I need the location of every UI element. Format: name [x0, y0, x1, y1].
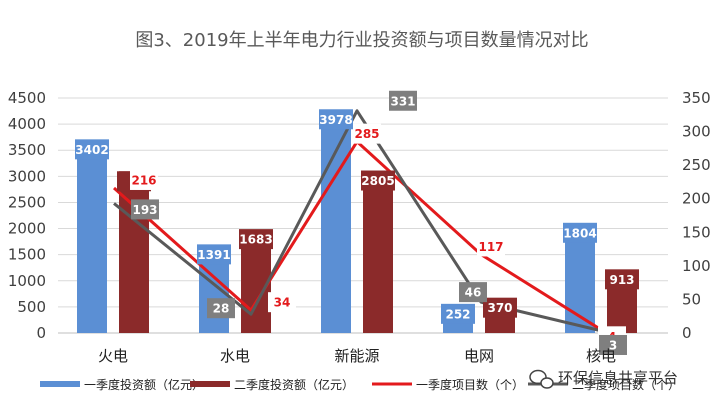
legend-swatch [40, 381, 80, 387]
left-tick-label: 0 [36, 324, 46, 342]
data-label-box [459, 282, 487, 303]
left-tick-label: 4000 [8, 115, 46, 133]
bar-q2-investment [485, 313, 515, 333]
left-tick-label: 500 [17, 298, 46, 316]
data-label: 28 [213, 302, 230, 316]
legend-label: 二季度投资额（亿元） [234, 377, 354, 392]
left-axis-ticks: 0 500 1000 1500 2000 2500 3000 3500 4000 4500 [8, 89, 46, 342]
data-label: 117 [478, 240, 503, 254]
left-tick-label: 3000 [8, 167, 46, 185]
data-label-box [477, 236, 505, 257]
lines [113, 109, 603, 333]
left-tick-label: 1500 [8, 246, 46, 264]
data-label: 913 [609, 273, 634, 287]
left-tick-label: 4500 [8, 89, 46, 107]
data-label: 34 [274, 296, 291, 310]
legend-label: 二季度项目数（个） [572, 377, 680, 392]
watermark: 环保信息共享平台 [529, 369, 678, 389]
data-label-box [319, 109, 353, 130]
data-label-box [207, 298, 235, 319]
data-label: 285 [354, 127, 379, 141]
legend-label: 一季度项目数（个） [416, 377, 524, 392]
data-label: 3402 [75, 143, 108, 157]
right-tick-label: 100 [682, 257, 711, 275]
bars [77, 125, 637, 333]
bar-q1-investment [77, 155, 107, 333]
data-label: 3978 [319, 113, 352, 127]
left-tick-label: 2000 [8, 220, 46, 238]
legend-swatch [190, 381, 230, 387]
category-label: 水电 [220, 347, 250, 365]
right-tick-label: 0 [682, 324, 692, 342]
category-label: 新能源 [334, 347, 379, 365]
category-label: 电网 [464, 347, 494, 365]
right-tick-label: 350 [682, 89, 711, 107]
data-label: 370 [487, 301, 512, 315]
left-tick-label: 1000 [8, 272, 46, 290]
category-labels: 火电 水电 新能源 电网 核电 [98, 347, 616, 365]
data-labels: 3402139139782521804216832805370913216342… [75, 90, 639, 355]
data-label: 331 [390, 94, 415, 108]
data-label-box [441, 303, 475, 324]
wechat-icon [529, 369, 554, 389]
data-label: 216 [131, 173, 156, 187]
data-label-box [130, 169, 158, 190]
right-axis-ticks: 0 50 100 150 200 250 300 350 [682, 89, 711, 342]
data-label-box [563, 222, 597, 243]
category-label: 火电 [98, 347, 128, 365]
chart-title: 图3、2019年上半年电力行业投资额与项目数量情况对比 [135, 30, 588, 51]
data-label-box [599, 334, 627, 355]
line-q2-projects [113, 109, 603, 333]
data-label: 46 [465, 286, 482, 300]
data-label: 1804 [563, 226, 596, 240]
line-q1-projects [113, 140, 603, 332]
data-label-box [389, 90, 417, 111]
data-label-box [197, 244, 231, 265]
data-label-box [268, 292, 296, 313]
data-label: 252 [445, 307, 470, 321]
left-tick-label: 2500 [8, 193, 46, 211]
data-label-box [239, 229, 273, 250]
data-label-box [361, 170, 395, 191]
data-label-box [131, 199, 159, 220]
right-tick-label: 200 [682, 190, 711, 208]
right-tick-label: 50 [682, 290, 701, 308]
legend: 一季度投资额（亿元） 二季度投资额（亿元） 一季度项目数（个） 二季度项目数（个） [40, 377, 680, 392]
bar-q1-investment [565, 238, 595, 333]
left-tick-label: 3500 [8, 141, 46, 159]
legend-label: 一季度投资额（亿元） [84, 377, 204, 392]
right-tick-label: 250 [682, 156, 711, 174]
data-label: 1683 [239, 233, 272, 247]
data-label: 1391 [197, 248, 230, 262]
bar-q1-investment [199, 260, 229, 333]
bar-q2-investment [363, 186, 393, 333]
bar-q2-investment [241, 245, 271, 333]
category-label: 核电 [586, 347, 616, 365]
data-label: 3 [609, 338, 617, 352]
data-label-box [605, 269, 639, 290]
bar-q2-investment [607, 285, 637, 333]
watermark-text: 环保信息共享平台 [558, 369, 678, 387]
data-label-box [483, 297, 517, 318]
data-label: 193 [132, 203, 157, 217]
right-tick-label: 300 [682, 123, 711, 141]
right-tick-label: 150 [682, 223, 711, 241]
data-label-box [353, 123, 381, 144]
data-label-box [75, 139, 109, 160]
data-label: 2805 [361, 174, 394, 188]
